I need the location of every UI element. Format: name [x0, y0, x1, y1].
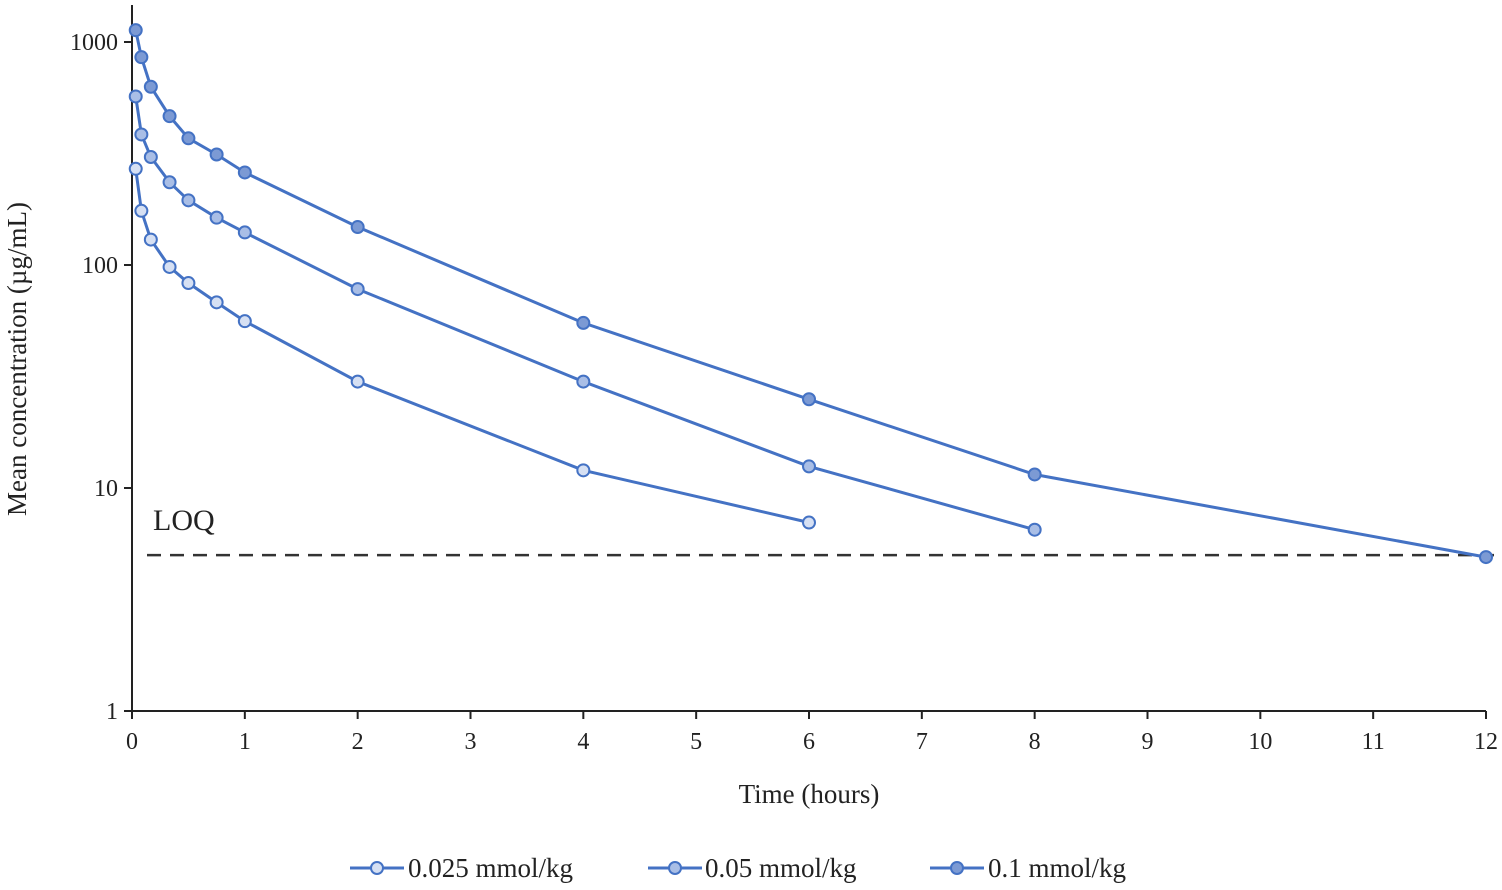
data-point [128, 23, 143, 38]
data-point [1027, 522, 1042, 537]
data-point [162, 175, 177, 190]
loq-label: LOQ [153, 504, 215, 537]
legend-item: 0.05 mmol/kg [648, 853, 857, 883]
x-tick-label: 7 [916, 729, 928, 755]
x-tick-label: 2 [352, 729, 364, 755]
legend-label: 0.05 mmol/kg [705, 853, 857, 883]
y-tick-label: 1 [106, 699, 118, 725]
data-point [181, 131, 196, 146]
series-3 [128, 23, 1493, 565]
data-point [237, 314, 252, 329]
x-tick-label: 9 [1142, 729, 1154, 755]
data-point [128, 161, 143, 176]
data-point [1027, 467, 1042, 482]
series-2 [128, 89, 1042, 537]
legend-marker [370, 861, 384, 875]
x-tick-label: 0 [126, 729, 138, 755]
x-tick-label: 6 [803, 729, 815, 755]
x-tick-label: 4 [577, 729, 589, 755]
data-point [162, 259, 177, 274]
data-point [181, 276, 196, 291]
x-axis-title: Time (hours) [739, 779, 880, 809]
y-tick-label: 100 [82, 253, 118, 279]
y-tick-label: 10 [94, 476, 118, 502]
x-tick-label: 8 [1029, 729, 1041, 755]
data-point [134, 203, 149, 218]
data-point [143, 232, 158, 247]
data-point [576, 374, 591, 389]
x-tick-label: 3 [465, 729, 477, 755]
legend-label: 0.1 mmol/kg [988, 853, 1126, 883]
data-point [802, 392, 816, 407]
data-point [209, 210, 224, 225]
data-point [350, 282, 365, 297]
x-tick-label: 5 [690, 729, 702, 755]
legend-marker [668, 861, 682, 875]
data-point [134, 50, 149, 65]
data-point [350, 220, 365, 235]
y-axis-ticks: 1 10 100 1000 [70, 30, 132, 725]
x-tick-label: 1 [239, 729, 251, 755]
data-point [802, 459, 816, 474]
data-point [134, 127, 149, 142]
x-tick-label: 10 [1248, 729, 1272, 755]
data-point [209, 147, 224, 162]
x-tick-label: 11 [1362, 729, 1385, 755]
legend: 0.025 mmol/kg 0.05 mmol/kg 0.1 mmol/kg [350, 853, 1126, 883]
series-group [128, 23, 1493, 565]
data-point [209, 295, 224, 310]
data-point [162, 109, 177, 124]
loq-reference: LOQ [147, 504, 1494, 557]
data-point [802, 515, 816, 530]
series-line [134, 29, 1487, 559]
data-point [143, 150, 158, 165]
series-1 [128, 161, 816, 530]
data-point [1479, 550, 1493, 565]
data-point [576, 315, 591, 330]
x-tick-label: 12 [1474, 729, 1498, 755]
legend-marker [950, 861, 964, 875]
data-point [576, 463, 591, 478]
data-point [181, 193, 196, 208]
y-axis-title: Mean concentration (µg/mL) [2, 202, 32, 516]
data-point [143, 79, 158, 94]
data-point [237, 225, 252, 240]
x-axis-ticks: 0 1 2 3 4 5 6 7 8 9 10 11 12 [126, 711, 1498, 755]
data-point [350, 374, 365, 389]
legend-item: 0.025 mmol/kg [350, 853, 573, 883]
data-point [237, 165, 252, 180]
legend-item: 0.1 mmol/kg [930, 853, 1126, 883]
legend-label: 0.025 mmol/kg [408, 853, 573, 883]
data-point [128, 89, 143, 104]
y-tick-label: 1000 [70, 30, 118, 56]
series-line [134, 168, 810, 524]
